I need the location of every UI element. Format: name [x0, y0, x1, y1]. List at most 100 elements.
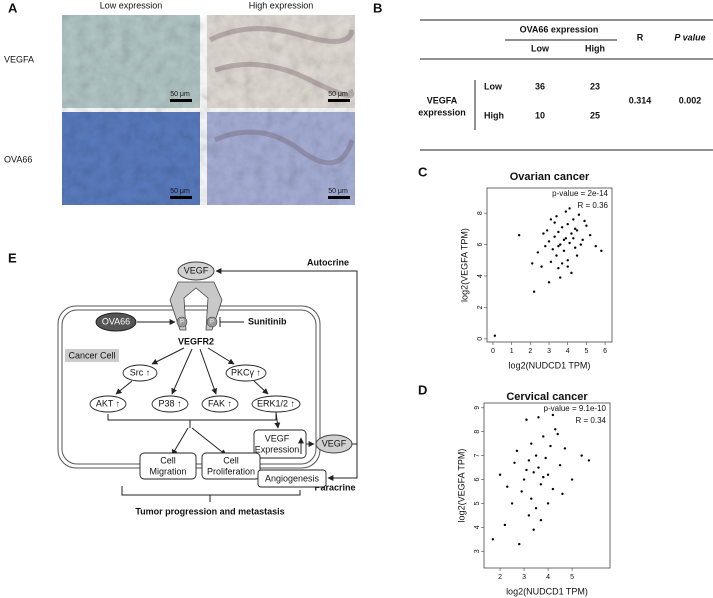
point [560, 262, 564, 265]
point [527, 459, 531, 462]
point [559, 243, 562, 246]
cell-tag [65, 349, 119, 362]
point [564, 210, 568, 213]
header: Low [531, 43, 550, 53]
cell: 10 [535, 110, 545, 120]
micrograph [207, 112, 355, 205]
arrow [274, 411, 281, 429]
point [534, 507, 538, 510]
node [95, 312, 137, 332]
y-tick-label: 7 [474, 454, 481, 458]
point [577, 213, 581, 216]
y-tick-label: 8 [477, 211, 484, 215]
x-tick-label: 2 [528, 348, 532, 355]
point [557, 230, 560, 234]
scale-label: 50 μm [170, 188, 190, 195]
point [555, 215, 558, 218]
point [518, 542, 521, 546]
point [530, 442, 533, 445]
point [542, 435, 545, 438]
point [522, 478, 526, 481]
point [564, 237, 568, 240]
point [556, 432, 559, 436]
point [542, 475, 545, 479]
annotation: R = 0.34 [576, 416, 607, 425]
point [539, 483, 543, 486]
node [201, 395, 239, 413]
point [544, 244, 547, 248]
node-label: Cancer Cell [68, 350, 115, 360]
x-tick-label: 4 [546, 574, 550, 581]
y-tick-label: 6 [477, 243, 484, 247]
point [510, 502, 514, 505]
point [594, 244, 597, 248]
chart-title: Cervical cancer [506, 391, 588, 403]
phospho [206, 316, 218, 328]
x-tick-label: 0 [491, 348, 495, 355]
node-label: Expression [255, 444, 300, 454]
node-label: VEGF [265, 433, 290, 443]
cell: 0.002 [679, 95, 702, 105]
node-label: AKT ↑ [96, 398, 120, 408]
cell: 23 [590, 81, 600, 91]
scale-label: 50 μm [328, 188, 348, 195]
point [542, 232, 545, 235]
scale-bars: 50 μm 50 μm 50 μm 50 μm [170, 91, 350, 199]
node-label: VEGF [322, 438, 347, 448]
y-axis-label: log2(VEGFA TPM) [459, 228, 469, 302]
point [537, 416, 540, 419]
column-label: Low expression [100, 0, 163, 10]
point [532, 528, 535, 531]
node [225, 364, 267, 382]
arrow [327, 444, 358, 481]
point [503, 523, 507, 527]
x-axis-label: log2(NUDCD1 TPM) [509, 360, 591, 370]
annotation: p-value = 9.1e-10 [544, 404, 607, 413]
point [498, 473, 502, 476]
point [531, 262, 534, 265]
y-tick-label: 3 [474, 549, 481, 553]
point [573, 227, 577, 231]
header: R [637, 32, 644, 42]
point [549, 444, 552, 448]
panel-letter: C [418, 164, 428, 179]
point [513, 461, 516, 464]
point [566, 259, 569, 262]
point [573, 246, 577, 249]
node [122, 364, 158, 382]
node-label: OVA66 [102, 316, 130, 326]
scale-label: 50 μm [328, 91, 348, 98]
x-tick-label: 5 [570, 574, 574, 581]
point [525, 418, 528, 421]
point [547, 240, 551, 243]
annotation: p-value = 2e-14 [552, 189, 608, 198]
row-group: expression [418, 107, 466, 117]
point [525, 468, 528, 472]
y-tick-label: 6 [474, 477, 481, 481]
node [257, 469, 327, 488]
point [549, 260, 553, 264]
point [555, 254, 558, 257]
plot-frame [486, 187, 613, 343]
point [583, 219, 586, 223]
node-label: Angiogenesis [265, 473, 320, 483]
chart-title: Ovarian cancer [510, 171, 590, 183]
node-label: VEGF [184, 265, 209, 275]
x-tick-label: 5 [584, 348, 588, 355]
annotation: R = 0.36 [578, 201, 609, 210]
point [570, 271, 573, 275]
node-label: Autocrine [307, 257, 349, 267]
point [563, 447, 567, 450]
bracket [107, 414, 277, 428]
arrow [191, 427, 227, 456]
point [557, 244, 560, 248]
ligand [177, 261, 215, 281]
scale-bar [170, 99, 192, 102]
header: P value [674, 32, 705, 42]
node-label: PKCγ ↑ [231, 367, 261, 377]
y-tick-label: 5 [474, 501, 481, 505]
arrow [151, 347, 185, 365]
x-axis-label: log2(NUDCD1 TPM) [506, 586, 588, 596]
node-label: P38 ↑ [158, 398, 181, 408]
